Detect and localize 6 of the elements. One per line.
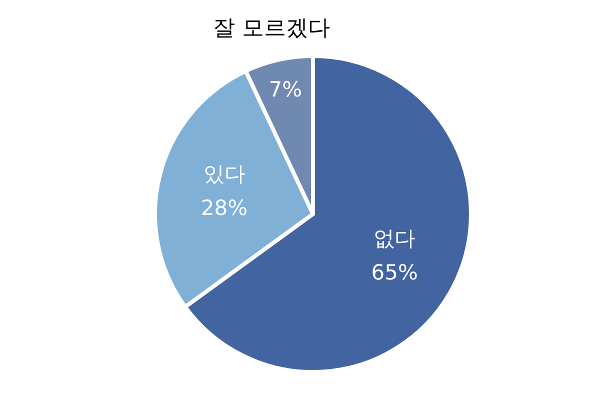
data-label: 7% bbox=[268, 77, 302, 102]
slice-label: 있다 bbox=[203, 162, 246, 186]
data-label: 28% bbox=[200, 196, 248, 220]
slice-label: 잘 모르겠다 bbox=[213, 16, 330, 41]
slice-label: 없다 bbox=[374, 226, 416, 250]
data-label: 65% bbox=[371, 260, 418, 284]
